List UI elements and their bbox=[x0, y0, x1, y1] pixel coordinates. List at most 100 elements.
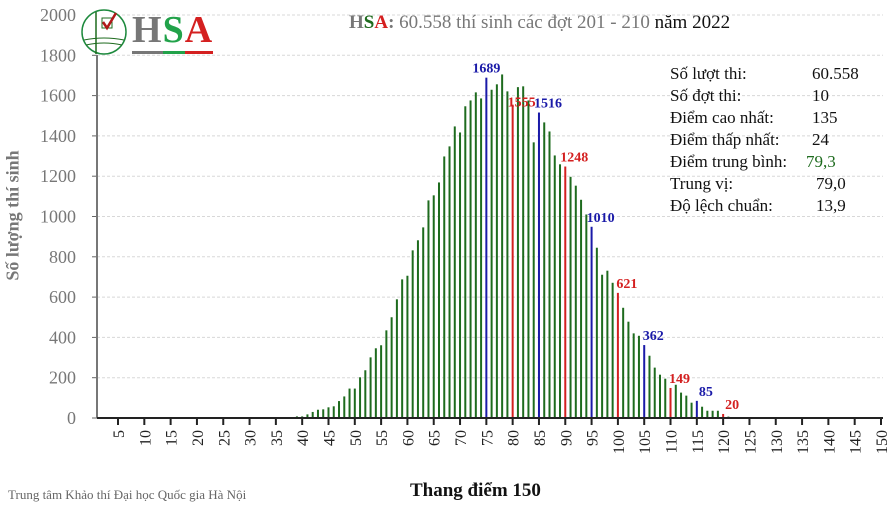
x-tick-label: 65 bbox=[427, 430, 444, 446]
bar-score-41 bbox=[306, 414, 309, 418]
x-tick-label: 115 bbox=[690, 430, 707, 453]
bar-score-77 bbox=[495, 84, 498, 418]
bar-score-62 bbox=[416, 240, 419, 418]
bar-score-82 bbox=[522, 86, 525, 419]
footer-source: Trung tâm Khảo thí Đại học Quốc gia Hà N… bbox=[8, 487, 247, 502]
stats-box: Số lượt thi: 60.558 Số đợt thi: 10 Điểm ca… bbox=[670, 63, 859, 217]
vnu-cet-logo bbox=[80, 4, 132, 65]
bar-score-79 bbox=[506, 91, 509, 418]
y-tick-label: 1000 bbox=[40, 207, 76, 227]
stat-label: Số lượt thi: bbox=[670, 64, 747, 83]
title-h: H bbox=[349, 12, 364, 33]
data-label-120: 20 bbox=[725, 398, 739, 413]
bar-score-112 bbox=[680, 392, 683, 418]
bar-score-111 bbox=[674, 384, 677, 418]
bar-score-102 bbox=[627, 321, 630, 418]
data-label-110: 149 bbox=[669, 372, 690, 387]
hsa-logo-text: HSA bbox=[132, 8, 214, 54]
title-colon: : bbox=[388, 12, 395, 33]
x-axis-label: Thang điểm 150 bbox=[410, 480, 541, 501]
x-tick-label: 90 bbox=[558, 430, 575, 446]
bar-score-120 bbox=[722, 413, 725, 418]
stat-value: 24 bbox=[812, 130, 829, 149]
x-tick-label: 35 bbox=[269, 430, 286, 446]
x-tick-label: 10 bbox=[137, 430, 154, 446]
bar-score-69 bbox=[453, 126, 456, 418]
x-tick-label: 145 bbox=[848, 430, 865, 454]
y-tick-label: 800 bbox=[49, 247, 76, 267]
bar-score-59 bbox=[401, 279, 404, 418]
stat-label: Trung vị: bbox=[670, 174, 734, 193]
bar-score-117 bbox=[706, 410, 709, 418]
x-tick-label: 15 bbox=[164, 430, 181, 446]
bar-score-51 bbox=[359, 377, 362, 418]
x-tick-label: 45 bbox=[321, 430, 338, 446]
bar-score-53 bbox=[369, 357, 372, 418]
bar-score-104 bbox=[637, 335, 640, 418]
bar-score-100 bbox=[616, 292, 619, 418]
stat-label: Số đợt thi: bbox=[670, 86, 742, 105]
data-label-100: 621 bbox=[616, 277, 637, 292]
data-label-80: 1555 bbox=[508, 96, 536, 111]
bar-score-64 bbox=[427, 200, 430, 418]
bar-score-50 bbox=[353, 388, 356, 418]
bar-score-97 bbox=[601, 274, 604, 418]
bar-score-52 bbox=[364, 370, 367, 418]
bar-score-98 bbox=[606, 270, 609, 418]
logo-letter-a: A bbox=[184, 9, 214, 54]
title-main: 60.558 thí sinh các đợt 201 - 210 bbox=[394, 12, 650, 33]
stat-mean: Điểm trung bình: 79,3 bbox=[670, 151, 859, 173]
y-tick-label: 1200 bbox=[40, 166, 76, 186]
stat-value: 60.558 bbox=[812, 64, 859, 83]
bar-score-90 bbox=[564, 166, 567, 418]
title-s: S bbox=[363, 12, 375, 33]
x-tick-label: 150 bbox=[874, 430, 891, 454]
bar-score-47 bbox=[338, 401, 341, 418]
stat-label: Điểm trung bình: bbox=[670, 152, 788, 171]
bar-score-89 bbox=[559, 164, 562, 418]
bar-score-60 bbox=[406, 275, 409, 418]
stat-stddev: Độ lệch chuẩn: 13,9 bbox=[670, 195, 859, 217]
bar-score-68 bbox=[448, 146, 451, 419]
stat-label: Điểm thấp nhất: bbox=[670, 130, 780, 149]
bar-score-95 bbox=[590, 226, 593, 418]
bar-score-48 bbox=[343, 396, 346, 418]
bar-score-63 bbox=[422, 227, 425, 418]
x-tick-label: 75 bbox=[479, 430, 496, 446]
bar-score-67 bbox=[443, 156, 446, 418]
x-tick-label: 60 bbox=[400, 430, 417, 446]
bar-score-76 bbox=[490, 89, 493, 418]
bar-score-58 bbox=[395, 299, 398, 418]
bar-score-75 bbox=[485, 77, 488, 418]
bar-score-91 bbox=[569, 176, 572, 418]
stat-median: Trung vị: 79,0 bbox=[670, 173, 859, 195]
bar-score-93 bbox=[580, 199, 583, 418]
stat-attempts: Số lượt thi: 60.558 bbox=[670, 63, 859, 85]
title-a: A bbox=[374, 12, 389, 33]
x-tick-label: 80 bbox=[506, 430, 523, 446]
bar-score-92 bbox=[574, 185, 577, 418]
stat-value: 135 bbox=[812, 108, 838, 127]
bar-score-81 bbox=[516, 87, 519, 419]
stat-label: Độ lệch chuẩn: bbox=[670, 196, 773, 215]
bar-score-80 bbox=[511, 104, 514, 418]
y-axis-label: Số lượng thí sinh bbox=[2, 150, 23, 281]
x-tick-label: 50 bbox=[348, 430, 365, 446]
stat-value: 13,9 bbox=[816, 196, 846, 215]
bar-score-108 bbox=[658, 374, 661, 418]
data-label-95: 1010 bbox=[587, 211, 615, 226]
bar-score-61 bbox=[411, 250, 414, 418]
x-tick-label: 120 bbox=[716, 430, 733, 454]
data-label-85: 1516 bbox=[534, 97, 562, 112]
y-tick-label: 400 bbox=[49, 327, 76, 347]
y-tick-label: 0 bbox=[67, 408, 76, 428]
bar-score-113 bbox=[685, 395, 688, 418]
x-tick-label: 105 bbox=[637, 430, 654, 454]
bar-score-46 bbox=[332, 406, 335, 418]
bar-score-73 bbox=[474, 92, 477, 418]
bar-score-42 bbox=[311, 411, 314, 418]
bar-score-78 bbox=[501, 74, 504, 418]
logo-letter-h: H bbox=[132, 9, 163, 54]
bar-score-99 bbox=[611, 282, 614, 418]
